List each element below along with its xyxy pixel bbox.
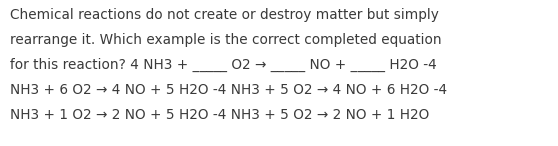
Text: rearrange it. Which example is the correct completed equation: rearrange it. Which example is the corre…	[10, 33, 441, 47]
Text: Chemical reactions do not create or destroy matter but simply: Chemical reactions do not create or dest…	[10, 8, 439, 22]
Text: for this reaction? 4 NH3 + _____ O2 → _____ NO + _____ H2O -4: for this reaction? 4 NH3 + _____ O2 → __…	[10, 58, 437, 72]
Text: NH3 + 6 O2 → 4 NO + 5 H2O -4 NH3 + 5 O2 → 4 NO + 6 H2O -4: NH3 + 6 O2 → 4 NO + 5 H2O -4 NH3 + 5 O2 …	[10, 83, 447, 97]
Text: NH3 + 1 O2 → 2 NO + 5 H2O -4 NH3 + 5 O2 → 2 NO + 1 H2O: NH3 + 1 O2 → 2 NO + 5 H2O -4 NH3 + 5 O2 …	[10, 108, 429, 122]
